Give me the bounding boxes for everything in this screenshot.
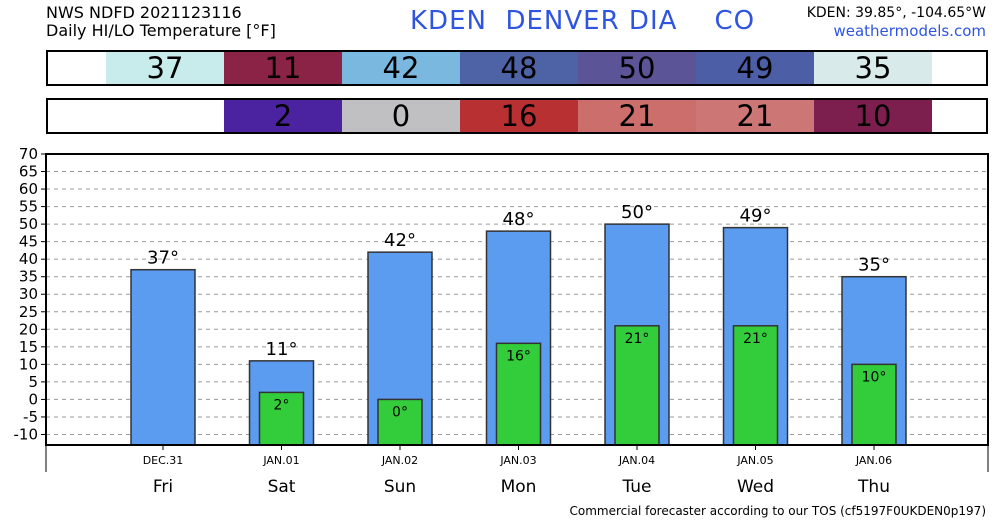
y-tick-label: 40 xyxy=(19,250,38,268)
plot-border xyxy=(45,153,989,446)
hi-temp-cell: 42 xyxy=(342,51,460,85)
y-tick-label: 15 xyxy=(19,338,38,356)
hi-bar-label: 49° xyxy=(740,206,772,227)
lo-temp-cell: 21 xyxy=(578,99,696,133)
lo-bar xyxy=(851,363,897,446)
x-day-label: Tue xyxy=(621,477,651,497)
lo-temp-cell: 2 xyxy=(224,99,342,133)
lo-bar-label: 16° xyxy=(506,348,531,364)
model-run: NWS NDFD 2021123116 xyxy=(46,3,242,22)
x-day-label: Mon xyxy=(501,477,537,497)
y-tick-label: 0 xyxy=(28,390,38,408)
hi-bar-label: 35° xyxy=(858,255,890,276)
y-tick-label: -10 xyxy=(14,425,39,443)
x-day-label: Wed xyxy=(737,477,774,497)
x-day-label: Fri xyxy=(153,477,173,497)
station-title: KDEN DENVER DIA CO xyxy=(410,6,756,36)
hi-bar-label: 11° xyxy=(266,339,298,360)
x-date-label: JAN.06 xyxy=(855,454,892,467)
lo-bar-label: 0° xyxy=(392,404,408,420)
footer-note: Commercial forecaster according to our T… xyxy=(569,504,986,518)
x-day-label: Sat xyxy=(268,477,296,497)
x-date-label: JAN.03 xyxy=(499,454,536,467)
y-tick-label: 50 xyxy=(19,215,38,233)
y-tick-label: 5 xyxy=(28,373,38,391)
hi-temp-cell: 49 xyxy=(696,51,814,85)
y-tick-label: 70 xyxy=(19,145,38,163)
hi-temp-cell: 50 xyxy=(578,51,696,85)
x-date-label: JAN.02 xyxy=(381,454,418,467)
y-tick-label: 25 xyxy=(19,303,38,321)
hi-temp-row: 37 11 42 48 50 49 35 xyxy=(46,50,988,86)
header-right: KDEN: 39.85°, -104.65°W weathermodels.co… xyxy=(807,4,986,40)
y-tick-label: 55 xyxy=(19,198,38,216)
hi-bar-label: 42° xyxy=(384,230,416,251)
y-tick-label: 60 xyxy=(19,180,38,198)
x-day-label: Sun xyxy=(384,477,416,497)
hi-temp-cell: 37 xyxy=(106,51,224,85)
product-title: Daily HI/LO Temperature [°F] xyxy=(46,21,276,40)
x-date-label: JAN.01 xyxy=(262,454,299,467)
lo-bar-label: 21° xyxy=(743,331,768,347)
lo-temp-cell xyxy=(106,100,224,132)
y-tick-label: 45 xyxy=(19,233,38,251)
header-info: NWS NDFD 2021123116 Daily HI/LO Temperat… xyxy=(46,4,276,40)
lo-temp-cell: 10 xyxy=(814,99,932,133)
y-tick-label: 35 xyxy=(19,268,38,286)
lo-bar-label: 21° xyxy=(625,331,650,347)
x-date-label: DEC.31 xyxy=(143,454,184,467)
hi-bar xyxy=(130,268,196,446)
lo-temp-cell: 21 xyxy=(696,99,814,133)
x-date-label: JAN.04 xyxy=(618,454,655,467)
lo-bar xyxy=(732,325,779,446)
lo-temp-row: 2 0 16 21 21 10 xyxy=(46,98,988,134)
hi-temp-cell: 35 xyxy=(814,51,932,85)
lo-bar-label: 10° xyxy=(862,369,887,385)
hi-bar-label: 50° xyxy=(621,202,653,223)
y-tick-label: 10 xyxy=(19,355,38,373)
hi-temp-cell: 48 xyxy=(460,51,578,85)
hi-bar-label: 37° xyxy=(147,248,179,269)
site-link[interactable]: weathermodels.com xyxy=(833,22,986,40)
lo-temp-cell: 16 xyxy=(460,99,578,133)
lo-bar xyxy=(614,325,660,446)
x-day-label: Thu xyxy=(857,477,890,497)
hi-bar-label: 48° xyxy=(503,209,535,230)
y-tick-label: 65 xyxy=(19,163,38,181)
y-tick-label: 30 xyxy=(19,285,38,303)
hi-temp-cell: 11 xyxy=(224,51,342,85)
station-coords: KDEN: 39.85°, -104.65°W xyxy=(806,5,986,21)
lo-temp-cell: 0 xyxy=(342,99,460,133)
y-tick-label: -5 xyxy=(23,408,38,426)
lo-bar xyxy=(495,342,542,446)
y-tick-label: 20 xyxy=(19,320,38,338)
lo-bar-label: 2° xyxy=(274,397,290,413)
lo-bar xyxy=(377,398,423,446)
x-date-label: JAN.05 xyxy=(736,454,773,467)
